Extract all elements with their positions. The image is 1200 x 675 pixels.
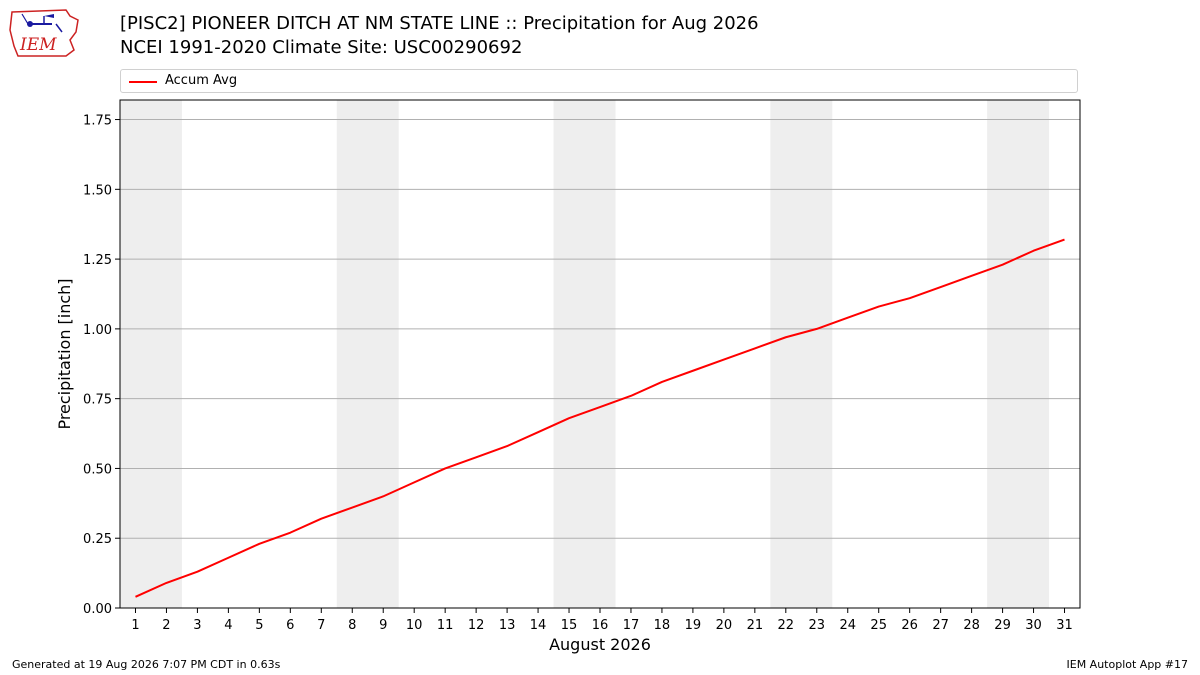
x-tick-label: 2 bbox=[162, 618, 170, 633]
x-tick-label: 28 bbox=[963, 618, 980, 633]
x-ticks: 1 2 3 4 5 6 7 8 9 10 11 12 13 14 15 16 17 18 19 20 21 22 23 24 2… bbox=[131, 608, 1073, 633]
x-tick-label: 24 bbox=[839, 618, 856, 633]
series-line-accum-avg bbox=[135, 238, 1065, 598]
y-tick-label: 1.75 bbox=[83, 114, 112, 129]
footer-generated: Generated at 19 Aug 2026 7:07 PM CDT in … bbox=[12, 658, 281, 671]
grid-lines bbox=[120, 119, 1080, 609]
x-tick-label: 27 bbox=[932, 618, 949, 633]
x-tick-label: 1 bbox=[131, 618, 139, 633]
x-tick-label: 13 bbox=[499, 618, 516, 633]
title-line-2: NCEI 1991-2020 Climate Site: USC00290692 bbox=[120, 37, 523, 58]
x-tick-label: 23 bbox=[809, 618, 826, 633]
x-tick-label: 20 bbox=[716, 618, 733, 633]
x-tick-label: 11 bbox=[437, 618, 454, 633]
x-tick-label: 31 bbox=[1056, 618, 1073, 633]
legend-label-accum-avg: Accum Avg bbox=[165, 73, 238, 88]
logo-text: IEM bbox=[19, 35, 57, 55]
x-tick-label: 25 bbox=[870, 618, 887, 633]
weekend-bands bbox=[120, 100, 1050, 608]
x-tick-label: 29 bbox=[994, 618, 1011, 633]
x-tick-label: 4 bbox=[224, 618, 232, 633]
x-tick-label: 8 bbox=[348, 618, 356, 633]
weekend-band bbox=[770, 100, 833, 608]
series-lines bbox=[135, 238, 1065, 598]
x-tick-label: 21 bbox=[747, 618, 764, 633]
legend-swatch-accum-avg bbox=[129, 81, 157, 83]
footer-app: IEM Autoplot App #17 bbox=[1066, 658, 1189, 671]
x-tick-label: 9 bbox=[379, 618, 387, 633]
x-tick-label: 12 bbox=[468, 618, 485, 633]
iem-logo: IEM bbox=[8, 6, 82, 58]
x-tick-label: 30 bbox=[1025, 618, 1042, 633]
x-tick-label: 17 bbox=[623, 618, 640, 633]
y-tick-label: 0.50 bbox=[83, 462, 112, 477]
x-tick-label: 3 bbox=[193, 618, 201, 633]
x-tick-label: 26 bbox=[901, 618, 918, 633]
legend: Accum Avg bbox=[120, 69, 1078, 93]
y-tick-label: 1.00 bbox=[83, 323, 112, 338]
x-tick-label: 14 bbox=[530, 618, 547, 633]
y-tick-label: 0.00 bbox=[83, 602, 112, 617]
x-tick-label: 10 bbox=[406, 618, 423, 633]
chart-title: [PISC2] PIONEER DITCH AT NM STATE LINE :… bbox=[120, 12, 759, 60]
weekend-band bbox=[120, 100, 182, 608]
x-tick-label: 7 bbox=[317, 618, 325, 633]
x-tick-label: 19 bbox=[685, 618, 702, 633]
x-axis-label: August 2026 bbox=[549, 635, 651, 654]
x-tick-label: 18 bbox=[654, 618, 671, 633]
weekend-band bbox=[553, 100, 616, 608]
x-tick-label: 22 bbox=[778, 618, 795, 633]
weekend-band bbox=[987, 100, 1050, 608]
y-tick-label: 0.75 bbox=[83, 393, 112, 408]
title-line-1: [PISC2] PIONEER DITCH AT NM STATE LINE :… bbox=[120, 13, 759, 34]
x-tick-label: 6 bbox=[286, 618, 294, 633]
weekend-band bbox=[336, 100, 399, 608]
y-axis-label: Precipitation [inch] bbox=[55, 278, 74, 429]
y-ticks: 0.00 0.25 0.50 0.75 1.00 1.25 1.50 1.75 bbox=[83, 114, 120, 617]
iem-logo-graphic: IEM bbox=[9, 9, 79, 57]
y-tick-label: 0.25 bbox=[83, 532, 112, 547]
x-tick-label: 15 bbox=[561, 618, 578, 633]
x-tick-label: 5 bbox=[255, 618, 263, 633]
x-tick-label: 16 bbox=[592, 618, 609, 633]
y-tick-label: 1.25 bbox=[83, 253, 112, 268]
y-tick-label: 1.50 bbox=[83, 183, 112, 198]
